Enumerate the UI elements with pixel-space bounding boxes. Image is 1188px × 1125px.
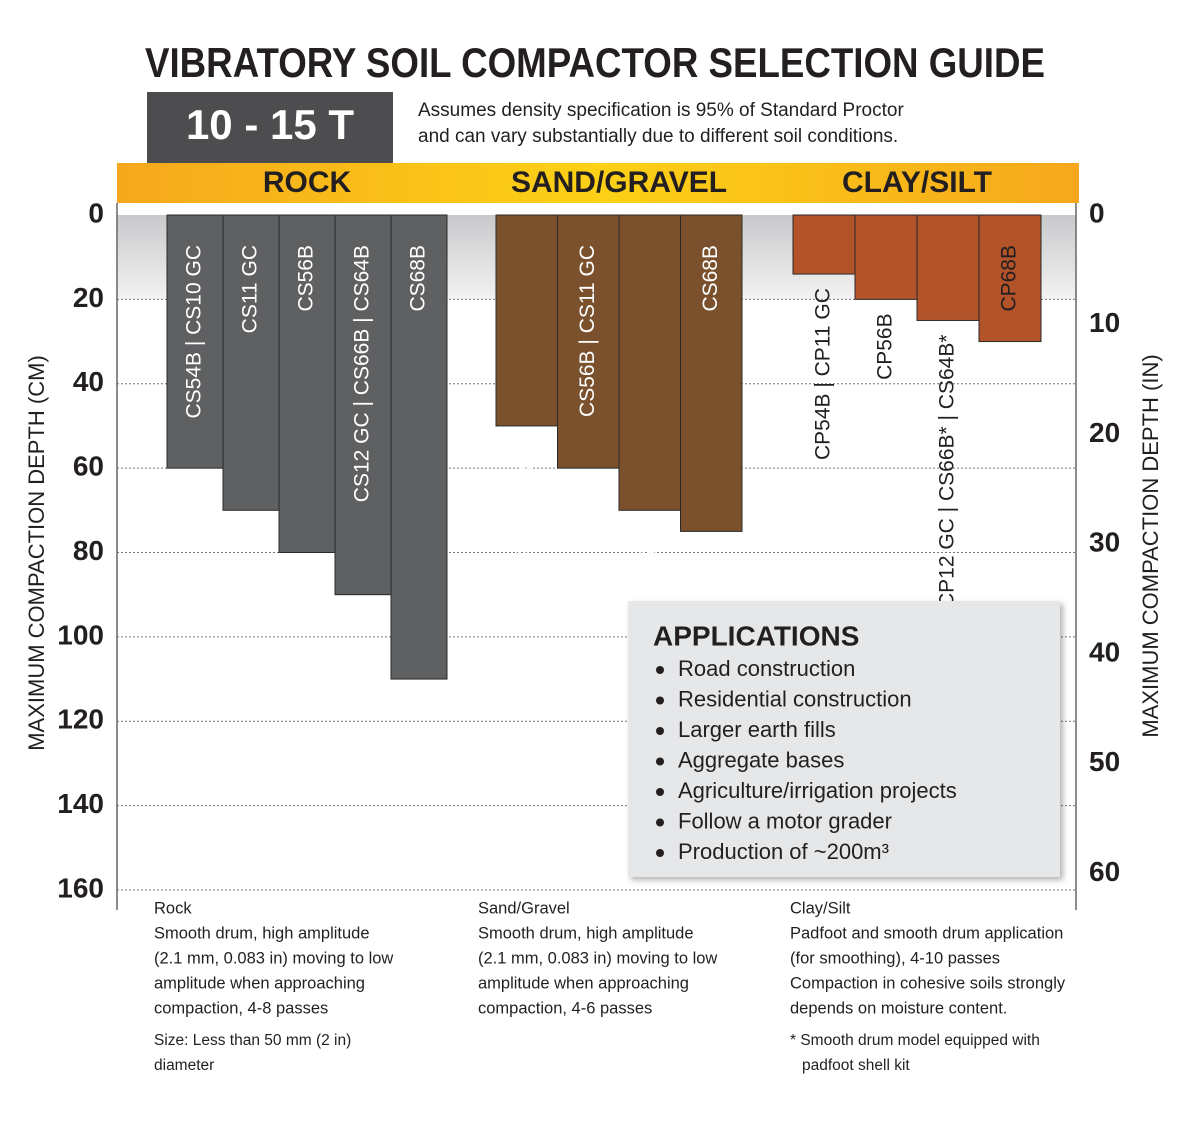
bar-label: CP12 GC | CS66B* | CS64B*: [936, 334, 959, 608]
bar: [222, 214, 280, 511]
bar-label: CP68B: [998, 245, 1021, 312]
y2-tick-label: 40: [1089, 636, 1120, 667]
bar: [618, 214, 681, 511]
bar: [334, 214, 392, 596]
bullet: [656, 818, 664, 827]
bullet: [656, 849, 664, 857]
bar: [278, 214, 336, 553]
chart-title: VIBRATORY SOIL COMPACTOR SELECTION GUIDE: [145, 39, 1045, 86]
y-tick-label: 60: [73, 451, 104, 482]
bullet: [656, 666, 664, 674]
y2-tick-label: 30: [1089, 527, 1120, 558]
y2-axis-label: MAXIMUM COMPACTION DEPTH (IN): [1138, 354, 1163, 737]
y-axis-label: MAXIMUM COMPACTION DEPTH (CM): [24, 355, 49, 751]
note-line: Sand/Gravel: [478, 899, 570, 917]
note-extra: * Smooth drum model equipped with: [790, 1032, 1040, 1049]
bar: [680, 214, 743, 532]
y-tick-label: 80: [73, 535, 104, 566]
bar-label: CS68B: [699, 245, 722, 312]
note-line: (2.1 mm, 0.083 in) moving to low: [478, 949, 717, 967]
application-item: Follow a motor grader: [678, 808, 892, 833]
weight-class: 10 - 15 T: [186, 101, 354, 148]
application-item: Residential construction: [678, 686, 912, 711]
y-tick-label: 160: [57, 872, 104, 903]
note-line: Clay/Silt: [790, 899, 851, 917]
group-band: [117, 163, 1079, 203]
bar: [792, 214, 856, 275]
y2-tick-label: 20: [1089, 417, 1120, 448]
bar-label: CS54B | CS10 GC: [514, 440, 537, 614]
note-line: amplitude when approaching: [478, 974, 689, 992]
group-label: SAND/GRAVEL: [511, 166, 727, 199]
application-item: Production of ~200m³: [678, 839, 889, 864]
group-label: ROCK: [263, 166, 352, 199]
bar: [854, 214, 918, 300]
bar: [557, 214, 620, 469]
y-tick-label: 140: [57, 788, 104, 819]
note-line: Padfoot and smooth drum application: [790, 924, 1063, 942]
bullet: [656, 696, 664, 705]
note-line: compaction, 4-8 passes: [154, 999, 328, 1017]
weight-box: [147, 92, 393, 163]
y-tick-label: 0: [88, 197, 104, 228]
subtitle: and can vary substantially due to differ…: [418, 126, 898, 147]
bullet: [656, 727, 664, 735]
y-tick-label: 100: [57, 619, 104, 650]
group-label: CLAY/SILT: [842, 166, 992, 199]
note-line: depends on moisture content.: [790, 999, 1007, 1017]
bar-label: CS56B: [295, 245, 318, 312]
subtitle: Assumes density specification is 95% of …: [418, 100, 904, 121]
y2-tick-label: 0: [1089, 197, 1105, 228]
note-line: compaction, 4-6 passes: [478, 999, 652, 1017]
bullet: [656, 788, 664, 796]
note-line: Compaction in cohesive soils strongly: [790, 974, 1066, 992]
applications-title: APPLICATIONS: [653, 620, 859, 651]
note-line: Smooth drum, high amplitude: [478, 924, 694, 942]
note-extra: diameter: [154, 1057, 214, 1074]
bar-label: CS68B: [407, 245, 430, 312]
y2-tick-label: 50: [1089, 746, 1120, 777]
y2-tick-label: 60: [1089, 856, 1120, 887]
application-item: Road construction: [678, 656, 855, 681]
y-tick-label: 40: [73, 366, 104, 397]
application-item: Aggregate bases: [678, 747, 844, 772]
note-line: amplitude when approaching: [154, 974, 365, 992]
application-item: Larger earth fills: [678, 717, 836, 742]
note-extra: Size: Less than 50 mm (2 in): [154, 1032, 351, 1049]
bar-label: CP56B: [874, 313, 897, 380]
y-tick-label: 20: [73, 282, 104, 313]
bar: [916, 214, 980, 321]
note-line: Smooth drum, high amplitude: [154, 924, 370, 942]
bar-label: CP54B | CP11 GC: [812, 288, 835, 460]
bar-label: CS54B | CS10 GC: [183, 245, 206, 419]
y-tick-label: 120: [57, 704, 104, 735]
y2-tick-label: 10: [1089, 307, 1120, 338]
bar-label: CS12 GC | CS66B | CS64B: [351, 245, 374, 502]
bullet: [656, 757, 664, 766]
note-line: Rock: [154, 899, 192, 917]
note-extra: padfoot shell kit: [802, 1057, 910, 1074]
note-line: (for smoothing), 4-10 passes: [790, 949, 1000, 967]
applications-box: [628, 601, 1060, 877]
bar: [495, 214, 558, 427]
bar-label: CS11 GC: [239, 245, 262, 333]
bar: [978, 214, 1042, 343]
application-item: Agriculture/irrigation projects: [678, 778, 957, 803]
bar: [390, 214, 448, 680]
note-line: (2.1 mm, 0.083 in) moving to low: [154, 949, 393, 967]
bar-label: CS56B | CS11 GC: [576, 245, 599, 417]
